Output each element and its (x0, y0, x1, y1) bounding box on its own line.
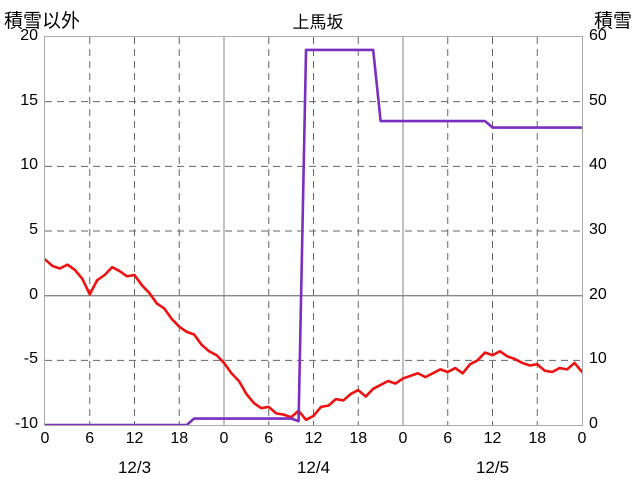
gridlines (45, 37, 582, 425)
x-tick: 0 (40, 430, 50, 447)
y-tick-right: 10 (589, 350, 607, 368)
y-tick-left: 20 (20, 27, 38, 44)
x-tick: 6 (264, 430, 274, 447)
plot-svg (45, 37, 582, 425)
x-tick: 18 (528, 430, 547, 447)
x-tick: 18 (349, 430, 368, 447)
y-tick-left: 15 (20, 91, 38, 109)
plot-area (44, 36, 583, 426)
x-tick: 0 (577, 430, 587, 447)
y-tick-left: 0 (29, 285, 38, 303)
x-day-label: 12/5 (475, 458, 510, 477)
y-tick-right: 50 (589, 91, 607, 109)
right-axis-title: 積雪 (593, 11, 632, 32)
x-tick: 6 (443, 430, 453, 447)
y-tick-right: 20 (589, 285, 607, 303)
x-tick: 0 (219, 430, 229, 447)
y-tick-left: -10 (14, 415, 38, 432)
y-tick-right: 30 (589, 221, 607, 238)
y-tick-right: 0 (589, 415, 598, 432)
x-day-label: 12/4 (296, 458, 331, 477)
x-tick: 0 (398, 430, 408, 447)
y-tick-left: 5 (29, 221, 38, 238)
x-tick: 6 (85, 430, 95, 447)
y-tick-right: 60 (589, 27, 607, 44)
x-tick: 12 (483, 430, 502, 447)
series-line (45, 258, 582, 422)
x-tick: 12 (304, 430, 323, 447)
y-tick-left: 10 (20, 156, 38, 174)
y-tick-right: 40 (589, 156, 607, 174)
series-line (45, 48, 582, 425)
series-lines (45, 48, 582, 425)
y-tick-left: -5 (23, 350, 38, 368)
x-day-label: 12/3 (117, 458, 152, 477)
left-axis-title: 積雪以外 (4, 11, 81, 32)
x-tick: 12 (125, 430, 144, 447)
chart-title: 上馬坂 (292, 13, 344, 32)
x-tick: 18 (170, 430, 189, 447)
